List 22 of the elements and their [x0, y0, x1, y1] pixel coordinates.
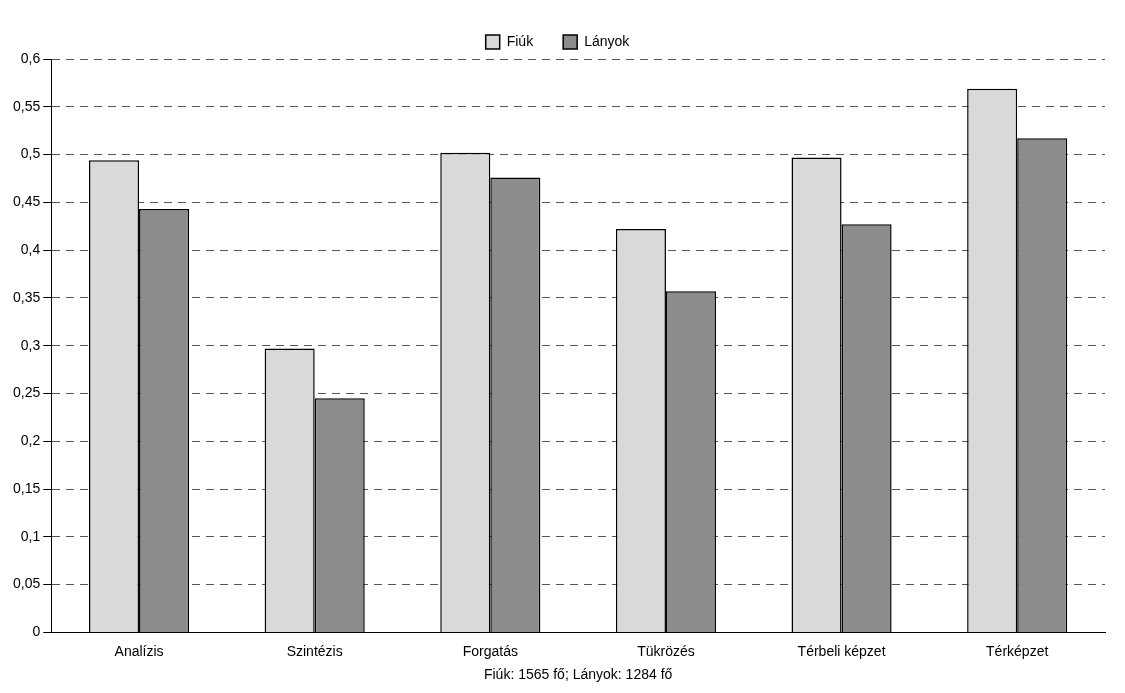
x-tick-label: Szintézis: [286, 642, 343, 659]
x-tick-label: Térképzet: [986, 642, 1049, 659]
y-tick-label: 0,05: [13, 575, 41, 592]
y-tick-label: 0,3: [20, 336, 41, 353]
x-axis-title: Fiúk: 1565 fő; Lányok: 1284 fő: [483, 666, 673, 683]
y-tick-label: 0,25: [13, 384, 41, 401]
x-tick-label: Forgatás: [462, 642, 518, 659]
y-tick-label: 0,4: [20, 240, 41, 257]
y-tick-label: 0,35: [13, 288, 41, 305]
y-tick-label: 0,45: [13, 193, 41, 210]
y-tick-label: 0: [32, 623, 41, 640]
y-tick-label: 0,2: [20, 432, 41, 449]
y-tick-label: 0,55: [13, 97, 41, 114]
x-tick-label: Térbeli képzet: [797, 642, 886, 659]
x-tick-label: Analízis: [114, 642, 164, 659]
legend-label: Fiúk: [506, 32, 535, 49]
y-tick-label: 0,1: [20, 527, 41, 544]
y-tick-label: 0,5: [20, 145, 41, 162]
x-tick-label: Tükrözés: [637, 642, 695, 659]
y-tick-label: 0,15: [13, 479, 41, 496]
y-tick-label: 0,6: [20, 49, 41, 66]
legend-label: Lányok: [584, 32, 631, 49]
